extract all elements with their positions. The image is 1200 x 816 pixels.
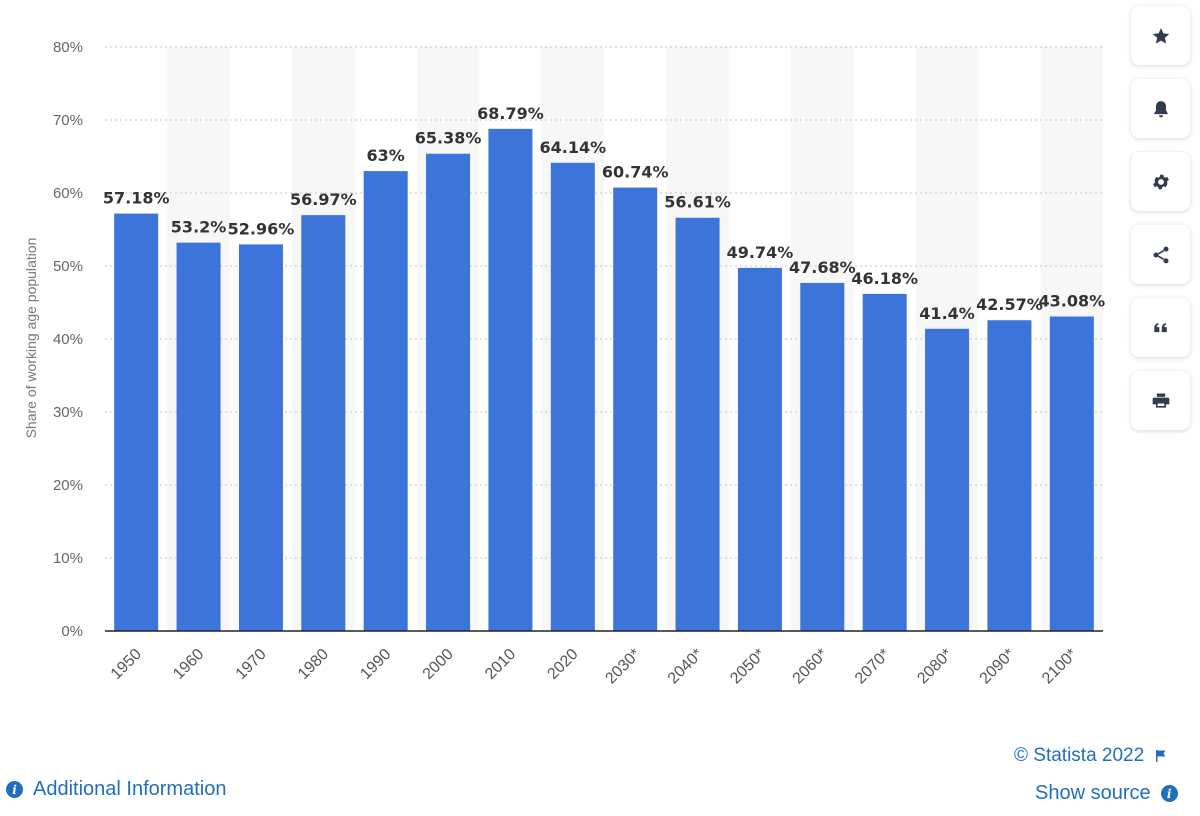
print-button[interactable] [1131,371,1190,430]
x-tick-label: 1950 [108,646,145,683]
bar[interactable] [1049,316,1094,631]
share-button[interactable] [1131,225,1190,284]
data-label: 57.18% [103,189,170,208]
bar[interactable] [800,282,845,631]
show-source-link[interactable]: Show source i [1035,782,1178,805]
data-label: 65.38% [415,129,482,148]
bar[interactable] [613,187,658,631]
data-label: 64.14% [539,138,606,157]
bar[interactable] [363,171,408,631]
data-label: 60.74% [602,163,669,182]
data-label: 42.57% [976,295,1043,314]
data-label: 43.08% [1038,292,1105,311]
show-source-label: Show source [1035,782,1151,804]
y-axis-title: Share of working age population [23,238,39,439]
bar[interactable] [238,244,283,631]
x-tick-label: 2010 [482,646,519,683]
notification-button[interactable] [1131,79,1190,138]
bar[interactable] [488,128,533,631]
copyright-link[interactable]: © Statista 2022 [1014,745,1168,767]
data-label: 56.61% [664,193,731,212]
x-tick-label: 2070* [852,646,894,688]
data-label: 46.18% [851,269,918,288]
bell-icon [1153,100,1168,117]
x-tick-label: 2060* [790,646,832,688]
x-tick-label: 2030* [602,646,644,688]
x-tick-label: 2100* [1039,646,1081,688]
bar[interactable] [426,153,471,631]
x-tick-label: 1970 [233,646,270,683]
flag-icon [1156,750,1166,762]
bar[interactable] [301,215,346,631]
y-tick-label: 80% [53,39,83,56]
toolbar-sidebar [1131,6,1190,444]
bar-chart: 0% 10% 20% 30% 40% 50% 60% 70% 80% 57.18%53.2% 52… [23,39,1105,688]
y-tick-label: 60% [53,185,83,202]
data-label: 53.2% [171,218,227,237]
y-axis-ticks: 0% 10% 20% 30% 40% 50% 60% 70% 80% [53,39,83,640]
x-tick-label: 2000 [420,646,457,683]
y-tick-label: 70% [53,112,83,129]
data-label: 56.97% [290,190,357,209]
share-icon [1153,246,1168,263]
x-tick-label: 2080* [914,646,956,688]
bar[interactable] [114,213,159,631]
data-label: 47.68% [789,258,856,277]
copyright-text: © Statista 2022 [1014,745,1145,766]
data-labels: 57.18%53.2% 52.96% 56.97% 63% 65.38% 68.79% 64… [103,104,1105,323]
y-tick-label: 10% [53,550,83,567]
bar[interactable] [550,162,595,631]
data-label: 49.74% [727,243,794,262]
favorite-button[interactable] [1131,6,1190,65]
data-label: 41.4% [919,304,975,323]
bar[interactable] [176,242,221,631]
bar[interactable] [925,328,970,631]
additional-information-link[interactable]: i Additional Information [6,778,226,801]
y-tick-label: 50% [53,258,83,275]
info-icon: i [6,781,23,798]
x-tick-label: 1980 [295,646,332,683]
quote-icon [1153,322,1167,332]
x-tick-label: 1990 [357,646,394,683]
bar[interactable] [987,320,1032,631]
cite-button[interactable] [1131,298,1190,357]
x-tick-label: 2050* [727,646,769,688]
x-tick-label: 1960 [170,646,207,683]
star-icon [1152,27,1169,44]
bars [114,128,1094,631]
x-axis-ticks: 1950 1960 1970 1980 1990 2000 2010 2020 2030* 204… [108,646,1081,688]
bar[interactable] [675,217,720,631]
data-label: 68.79% [477,104,544,123]
bar[interactable] [737,267,782,631]
info-icon: i [1160,785,1178,802]
x-tick-label: 2090* [977,646,1019,688]
x-tick-label: 2040* [665,646,707,688]
y-tick-label: 40% [53,331,83,348]
x-tick-label: 2020 [544,646,581,683]
bar[interactable] [862,293,907,631]
gear-icon [1152,174,1169,189]
y-tick-label: 30% [53,404,83,421]
y-tick-label: 0% [61,623,83,640]
additional-information-label: Additional Information [33,778,227,800]
data-label: 52.96% [228,219,295,238]
data-label: 63% [367,146,405,165]
settings-button[interactable] [1131,152,1190,211]
print-icon [1152,393,1169,408]
y-tick-label: 20% [53,477,83,494]
